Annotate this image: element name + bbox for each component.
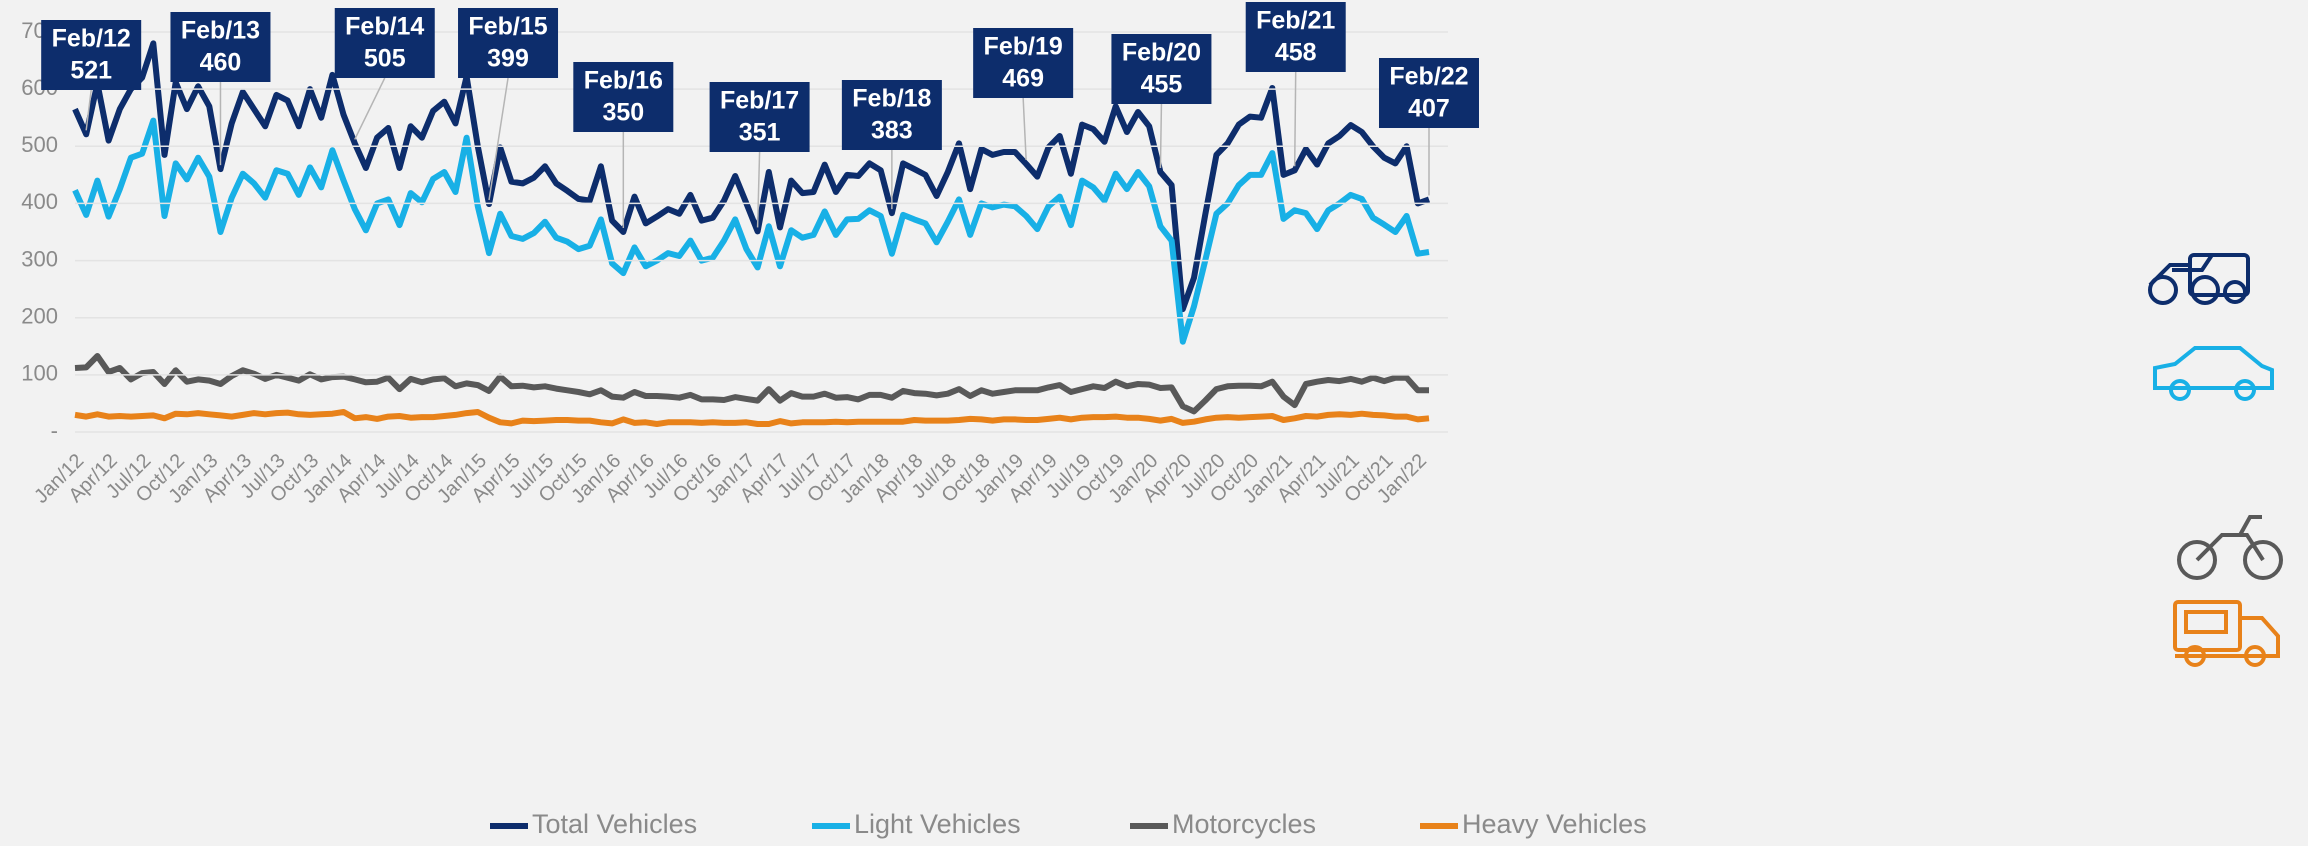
callout-leader [756,151,761,228]
callout-label: Feb/16 [584,67,663,95]
callout-leader [488,77,509,201]
callout-box [1378,58,1479,128]
callout-value: 399 [487,45,529,73]
series-line [72,117,1430,345]
callout-value: 383 [871,117,913,145]
legend-label: Heavy Vehicles [1462,809,1647,839]
callout-label: Feb/18 [852,85,931,113]
callout-leader [1293,71,1297,167]
callout-label: Feb/19 [984,33,1063,61]
callout-box [1245,2,1346,72]
callout-leader [354,77,386,140]
car-icon [2153,346,2274,401]
callout-value: 505 [364,45,406,73]
series-line [74,409,1430,427]
series-line [72,40,1431,313]
callout-box [334,8,435,78]
callout-value: 351 [739,119,781,147]
legend-label: Light Vehicles [854,809,1021,839]
callout-box [1111,34,1212,104]
callout-label: Feb/12 [52,25,131,53]
y-tick-label: 500 [21,132,58,157]
callout-leader [1022,97,1027,161]
y-tick-label: 100 [21,361,58,386]
callout-label: Feb/17 [720,87,799,115]
callout-box [170,12,271,82]
total-icon [2148,253,2250,305]
callout-label: Feb/21 [1256,7,1335,35]
callout-leader [1159,103,1163,169]
callout-box [841,80,942,150]
callout-value: 458 [1275,39,1317,67]
callout-value: 521 [70,57,112,85]
callout-box [573,62,674,132]
callout-label: Feb/14 [345,13,424,41]
callout-box [709,82,810,152]
callout-value: 350 [602,99,644,127]
callout-value: 469 [1002,65,1044,93]
motorcycle-icon [2177,515,2283,580]
callout-label: Feb/22 [1389,63,1468,91]
callout-label: Feb/15 [468,13,547,41]
callout-value: 460 [200,49,242,77]
y-tick-label: 400 [21,189,58,214]
callout-label: Feb/20 [1122,39,1201,67]
truck-icon [2173,600,2280,667]
y-tick-label: - [51,418,58,443]
callout-value: 455 [1141,71,1183,99]
legend-label: Total Vehicles [532,809,697,839]
y-tick-label: 200 [21,304,58,329]
callout-box [41,20,142,90]
callout-label: Feb/13 [181,17,260,45]
legend-label: Motorcycles [1172,809,1316,839]
callout-box [458,8,559,78]
callout-leader [85,89,92,131]
vehicle-icons [2148,253,2283,667]
y-tick-label: 300 [21,246,58,271]
callout-value: 407 [1408,95,1450,123]
series-line [74,353,1429,415]
callout-box [973,28,1074,98]
